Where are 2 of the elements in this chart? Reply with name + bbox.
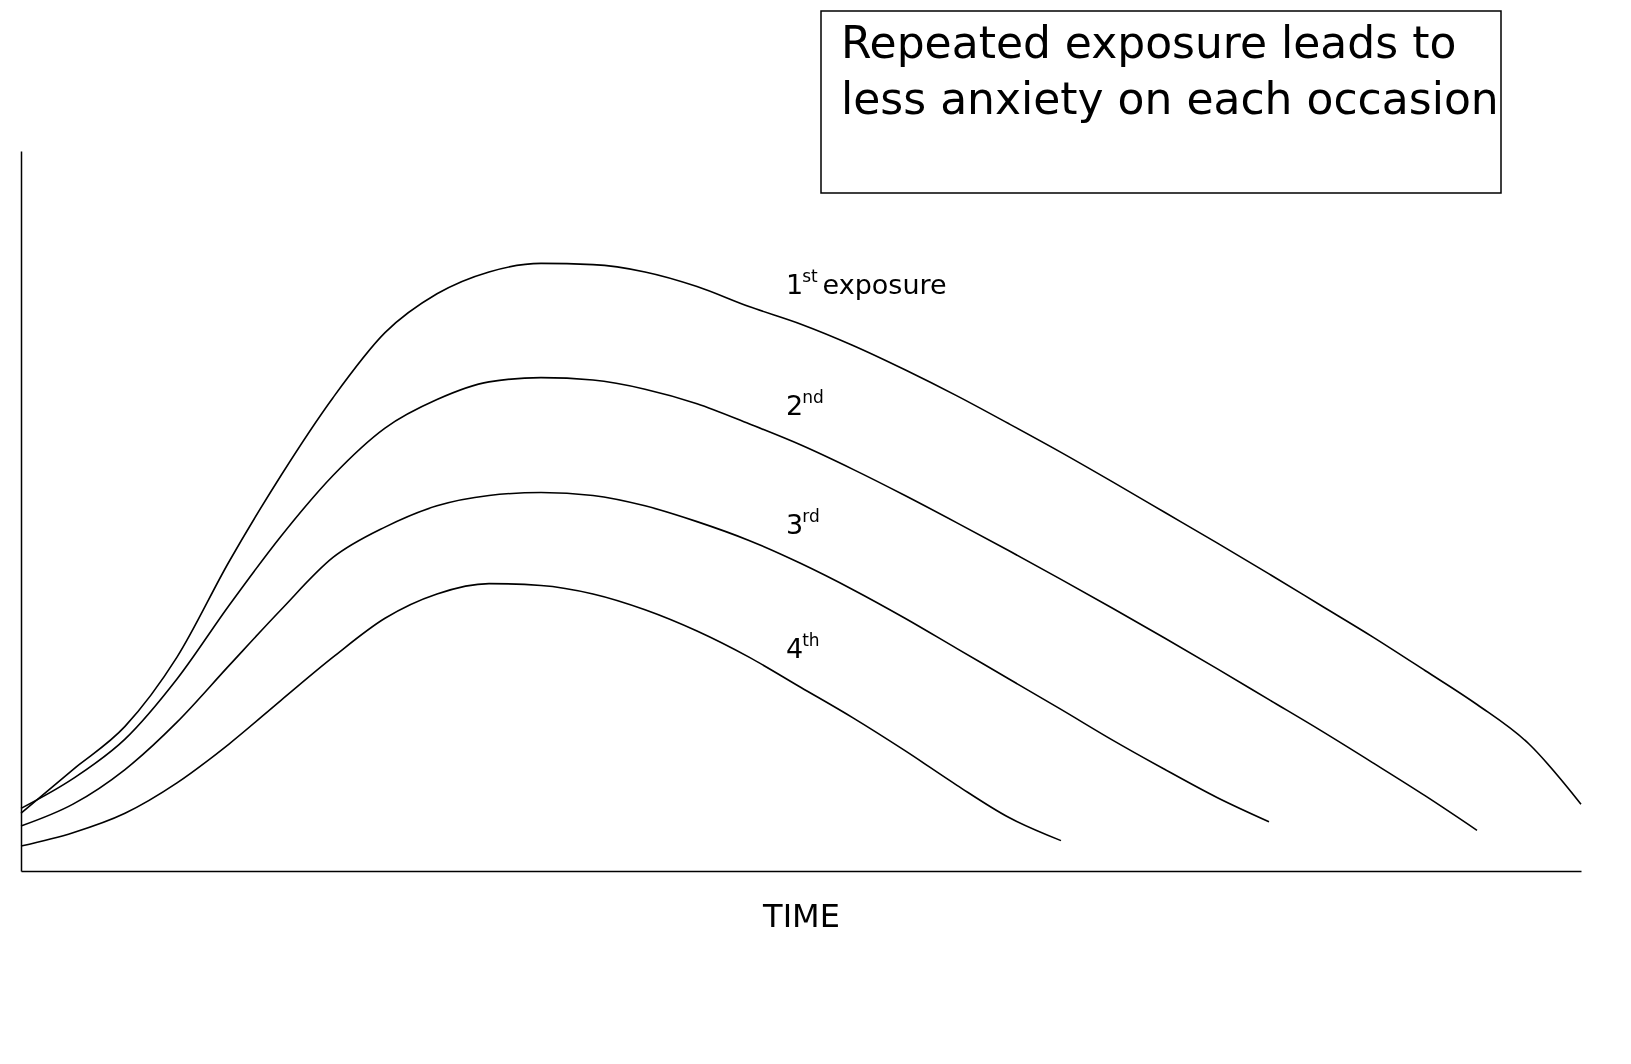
x-axis-title: TIME [762, 896, 840, 935]
text: Repeated exposure leads to less anxiety on each occasion [841, 17, 1499, 124]
